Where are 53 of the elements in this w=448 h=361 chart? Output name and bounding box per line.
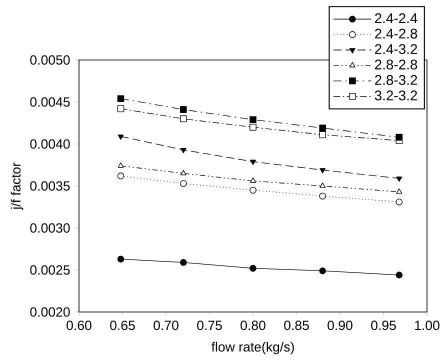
point [117,105,124,112]
point [118,134,124,140]
y-tick-label: 0.0020 [30,307,70,317]
x-tick-label: 0.70 [154,320,178,330]
point [319,267,326,274]
point [180,259,187,266]
y-tick-label: 0.0040 [30,139,70,149]
point [180,170,186,176]
x-axis-title: flow rate(kg/s) [211,342,294,354]
legend-label: 2.8-2.8 [375,60,418,70]
x-tick-label: 0.90 [328,320,352,330]
point [396,198,403,206]
point [180,115,187,122]
legend-label: 2.4-3.2 [375,44,418,54]
x-tick-label: 0.60 [66,320,92,330]
y-tick-label: 0.0050 [30,55,70,65]
y-tick-label: 0.0035 [30,181,70,191]
x-tick-label: 0.65 [110,320,135,330]
point [250,116,256,124]
point [396,176,402,182]
legend-label: 2.4-2.8 [375,28,418,39]
y-tick-label: 0.0045 [30,97,70,107]
point [180,180,187,187]
point [118,162,124,168]
point [117,172,124,180]
x-tick-label: 0.85 [284,320,309,330]
point [250,160,256,166]
x-tick-label: 0.95 [371,320,396,330]
point [117,95,124,102]
y-tick-label: 0.0025 [30,265,70,275]
point [396,272,403,278]
x-tick-label: 0.80 [240,320,266,330]
y-axis-title: j/f factor [10,162,24,210]
point [319,124,326,132]
point [319,192,326,200]
point [320,182,326,188]
point [320,168,326,174]
y-tick-label: 0.0030 [30,223,70,233]
legend-label: 3.2-3.2 [374,90,418,100]
point [180,148,186,154]
x-tick-label: 1.00 [415,320,440,330]
point [250,178,256,183]
x-tick-label: 0.75 [197,320,222,330]
point [180,106,187,113]
point [250,186,256,194]
point [319,131,326,138]
point [250,124,256,131]
point [396,134,403,141]
point [250,264,256,272]
legend-label: 2.4-2.4 [375,13,418,23]
point [396,188,402,194]
point [117,256,124,262]
legend-label: 2.8-3.2 [375,75,418,85]
